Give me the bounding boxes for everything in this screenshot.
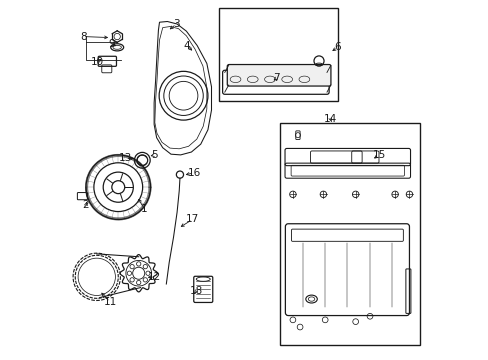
Text: 18: 18 — [189, 286, 203, 296]
Circle shape — [112, 181, 124, 194]
Text: 4: 4 — [183, 41, 190, 50]
Circle shape — [136, 262, 141, 266]
Text: 8: 8 — [80, 32, 86, 41]
Circle shape — [130, 278, 134, 282]
Text: 7: 7 — [273, 73, 280, 83]
Circle shape — [143, 278, 147, 282]
Text: 1: 1 — [141, 204, 147, 214]
Circle shape — [130, 265, 134, 269]
Text: 9: 9 — [108, 39, 115, 49]
Bar — [280, 123, 419, 345]
Circle shape — [136, 280, 141, 285]
Circle shape — [127, 271, 131, 275]
Bar — [219, 8, 337, 101]
Text: 3: 3 — [173, 19, 179, 29]
Text: 16: 16 — [187, 168, 201, 178]
Circle shape — [145, 271, 150, 275]
Text: 6: 6 — [334, 42, 340, 52]
FancyBboxPatch shape — [227, 64, 330, 86]
Circle shape — [143, 265, 147, 269]
Text: 14: 14 — [323, 114, 337, 124]
Text: 5: 5 — [151, 150, 158, 160]
Text: 15: 15 — [371, 150, 385, 160]
Text: 12: 12 — [148, 272, 161, 282]
Text: 13: 13 — [119, 153, 132, 163]
Text: 10: 10 — [91, 57, 104, 67]
Text: 2: 2 — [82, 200, 89, 210]
Text: 11: 11 — [103, 297, 117, 307]
Text: 17: 17 — [185, 215, 199, 224]
